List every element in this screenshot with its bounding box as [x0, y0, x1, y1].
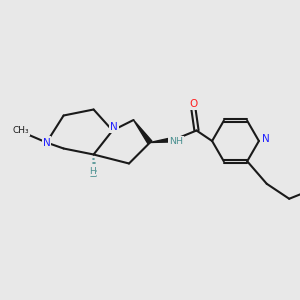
Text: NH: NH: [169, 137, 183, 146]
Text: CH₃: CH₃: [13, 126, 29, 135]
Polygon shape: [150, 137, 175, 142]
Text: H: H: [89, 167, 95, 176]
Polygon shape: [134, 120, 152, 144]
Text: N: N: [262, 134, 269, 145]
Text: N: N: [110, 122, 118, 132]
Text: O: O: [189, 99, 198, 109]
Text: N: N: [43, 137, 50, 148]
